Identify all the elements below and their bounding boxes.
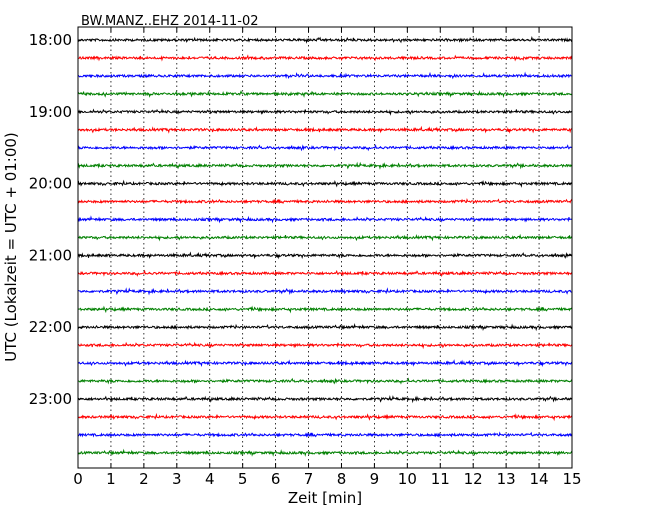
x-tick-label: 12 (464, 470, 483, 488)
trace-2345 (77, 448, 573, 457)
x-tick-label: 11 (431, 470, 450, 488)
x-tick-label: 4 (205, 470, 215, 488)
x-tick-label: 9 (370, 470, 380, 488)
x-tick-label: 3 (172, 470, 182, 488)
trace-1800 (77, 36, 573, 44)
y-tick-label: 19:00 (29, 103, 72, 121)
y-tick-labels: 18:00 19:00 20:00 21:00 22:00 23:00 (29, 31, 72, 408)
trace-2045 (77, 233, 573, 242)
trace-1915 (77, 125, 573, 134)
trace-2130 (77, 287, 573, 296)
x-tick-label: 10 (398, 470, 417, 488)
x-tick-label: 7 (304, 470, 314, 488)
trace-1845 (77, 90, 573, 98)
trace-1930 (77, 144, 573, 152)
trace-2215 (77, 341, 573, 350)
trace-1900 (77, 108, 573, 116)
y-tick-label: 18:00 (29, 31, 72, 49)
chart-title: BW.MANZ..EHZ 2014-11-02 (81, 14, 259, 29)
seismic-traces (77, 36, 573, 457)
trace-2100 (77, 251, 573, 260)
x-tick-labels: 0 1 2 3 4 5 6 7 8 9 10 11 12 13 14 15 (73, 470, 581, 488)
trace-2330 (77, 431, 573, 438)
x-tick-label: 5 (238, 470, 248, 488)
trace-2245 (77, 377, 573, 385)
trace-1815 (77, 54, 573, 62)
x-tick-label: 15 (562, 470, 581, 488)
trace-2030 (77, 215, 573, 224)
trace-1945 (77, 161, 573, 170)
x-tick-label: 0 (73, 470, 83, 488)
y-axis-label: UTC (Lokalzeit = UTC + 01:00) (2, 132, 20, 362)
x-tick-label: 14 (530, 470, 549, 488)
grid-lines (110, 27, 540, 468)
y-tick-label: 21:00 (29, 246, 72, 264)
trace-2230 (77, 359, 573, 368)
x-axis-label: Zeit [min] (288, 489, 362, 507)
y-tick-label: 22:00 (29, 318, 72, 336)
trace-2315 (77, 412, 573, 422)
x-tick-label: 2 (139, 470, 149, 488)
x-tick-label: 8 (337, 470, 347, 488)
x-tick-label: 13 (497, 470, 516, 488)
trace-2000 (77, 179, 573, 188)
trace-2015 (77, 198, 573, 205)
x-tick-label: 1 (106, 470, 116, 488)
trace-2200 (77, 322, 573, 332)
y-tick-label: 20:00 (29, 175, 72, 193)
trace-2115 (77, 269, 573, 278)
x-tick-label: 6 (271, 470, 281, 488)
y-tick-label: 23:00 (29, 390, 72, 408)
trace-1830 (77, 71, 573, 80)
plot-area (77, 26, 573, 469)
trace-2300 (77, 394, 573, 404)
trace-2145 (77, 305, 573, 314)
